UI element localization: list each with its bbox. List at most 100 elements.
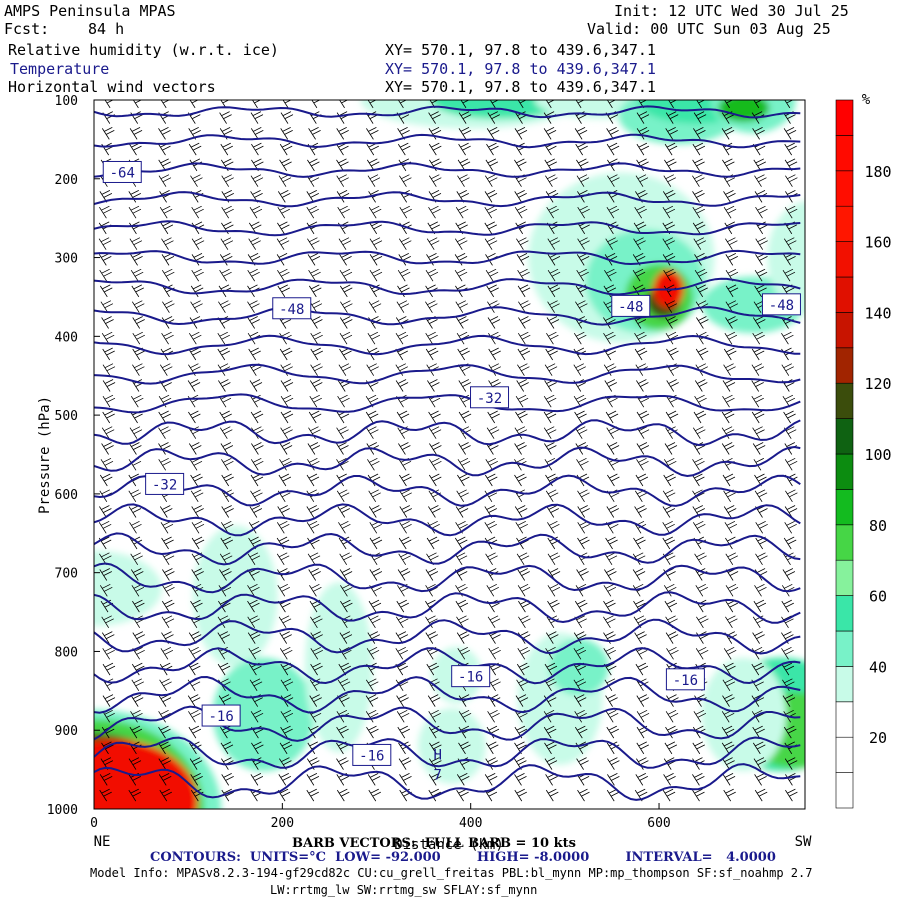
isotherm bbox=[94, 419, 801, 447]
y-tick-label: 700 bbox=[55, 567, 78, 582]
colorbar-tick-label: 20 bbox=[869, 729, 887, 747]
x-tick-label: 400 bbox=[459, 816, 482, 831]
isotherm bbox=[94, 591, 801, 624]
colorbar-tick-label: 160 bbox=[864, 234, 891, 252]
rh-region bbox=[304, 582, 373, 753]
isotherm bbox=[94, 474, 801, 507]
contour-label-box bbox=[470, 386, 510, 409]
contour-label: -48 bbox=[769, 298, 794, 314]
isotherm bbox=[94, 249, 801, 266]
isotherm bbox=[94, 133, 801, 149]
temperature-contours bbox=[94, 105, 801, 801]
wind-barb-column bbox=[336, 100, 353, 802]
contour-label-box bbox=[272, 297, 312, 320]
colorbar-segment bbox=[835, 701, 854, 738]
field-xy-temperature: XY= 570.1, 97.8 to 439.6,347.1 bbox=[385, 60, 656, 78]
contour-label-box bbox=[665, 668, 705, 691]
colorbar-segment bbox=[835, 772, 854, 809]
y-tick-label: 600 bbox=[55, 488, 78, 503]
model-info-2: LW:rrtmg_lw SW:rrtmg_sw SFLAY:sf_mynn bbox=[270, 883, 538, 897]
wind-barb-column bbox=[573, 100, 590, 802]
rh-region bbox=[701, 657, 787, 772]
model-title: AMPS Peninsula MPAS bbox=[4, 2, 176, 20]
colorbar-segment bbox=[835, 170, 854, 207]
contour-label: -16 bbox=[673, 673, 698, 689]
isotherm bbox=[94, 105, 801, 119]
y-tick-label: 800 bbox=[55, 645, 78, 660]
x-tick-label: 0 bbox=[90, 816, 98, 831]
isotherm bbox=[94, 306, 801, 326]
model-info: Model Info: MPASv8.2.3-194-gf29cd82c CU:… bbox=[90, 866, 813, 880]
colorbar-segment bbox=[835, 524, 854, 561]
contour-label: -48 bbox=[279, 302, 304, 318]
contour-label: -32 bbox=[477, 391, 502, 407]
colorbar-segment bbox=[835, 382, 854, 419]
colorbar-tick-label: 40 bbox=[869, 658, 887, 676]
field-name-wind: Horizontal wind vectors bbox=[8, 78, 216, 96]
contour-label: -64 bbox=[110, 165, 135, 181]
wind-barb-column bbox=[632, 100, 650, 802]
colorbar-unit: % bbox=[862, 92, 871, 108]
colorbar-segment bbox=[835, 347, 854, 384]
x-tick-label: 200 bbox=[271, 816, 294, 831]
field-xy-rh: XY= 570.1, 97.8 to 439.6,347.1 bbox=[385, 41, 656, 59]
colorbar-tick-label: 180 bbox=[864, 163, 891, 181]
colorbar-segment bbox=[835, 276, 854, 313]
high-marker-value: 7 bbox=[434, 767, 442, 783]
wind-barb-column bbox=[425, 100, 442, 802]
contour-label: -48 bbox=[618, 299, 643, 315]
wind-barb-column bbox=[721, 100, 739, 802]
isotherm bbox=[94, 736, 801, 769]
x-end-label-left: NE bbox=[94, 834, 111, 850]
contour-legend: CONTOURS: UNITS=°C LOW= -92.000 HIGH= -8… bbox=[150, 850, 776, 865]
colorbar-segment bbox=[835, 135, 854, 172]
high-marker: H bbox=[434, 747, 442, 763]
wind-barb-column bbox=[306, 100, 323, 802]
y-tick-label: 300 bbox=[55, 252, 78, 267]
contour-label-box bbox=[352, 743, 392, 766]
y-axis-label: Pressure (hPa) bbox=[37, 396, 53, 514]
isotherm bbox=[94, 647, 801, 685]
colorbar-segment bbox=[835, 736, 854, 773]
isotherm bbox=[94, 675, 801, 714]
colorbar-tick-label: 140 bbox=[864, 304, 891, 322]
colorbar-segment bbox=[835, 241, 854, 278]
forecast-label: Fcst: bbox=[4, 20, 50, 38]
rh-region bbox=[549, 638, 609, 696]
isotherm bbox=[94, 445, 801, 478]
forecast-value: 84 h bbox=[88, 20, 125, 38]
x-end-label-right: SW bbox=[795, 834, 812, 850]
colorbar-segment bbox=[835, 595, 854, 632]
contour-label: -16 bbox=[458, 670, 483, 686]
wind-barb-column bbox=[365, 100, 383, 802]
colorbar-segment bbox=[835, 205, 854, 242]
contour-label-box bbox=[451, 665, 491, 688]
contour-label: -16 bbox=[208, 709, 233, 725]
isotherm bbox=[94, 503, 801, 537]
wind-barb-column bbox=[158, 100, 175, 802]
y-tick-label: 100 bbox=[55, 94, 78, 109]
isotherm bbox=[94, 763, 801, 801]
field-name-rh: Relative humidity (w.r.t. ice) bbox=[8, 41, 279, 59]
x-tick-label: 600 bbox=[647, 816, 670, 831]
rh-region bbox=[94, 550, 162, 627]
colorbar-tick-label: 100 bbox=[864, 446, 891, 464]
init-time: Init: 12 UTC Wed 30 Jul 25 bbox=[614, 2, 849, 20]
colorbar-segment bbox=[835, 489, 854, 526]
contour-label: -32 bbox=[152, 477, 177, 493]
x-axis-label: Distance (km) bbox=[394, 837, 504, 853]
isotherm bbox=[94, 363, 801, 385]
colorbar-segment bbox=[835, 666, 854, 703]
barb-legend: BARB VECTORS: FULL BARB = 10 kts bbox=[292, 836, 576, 851]
wind-barb-column bbox=[187, 100, 205, 802]
y-tick-label: 200 bbox=[55, 173, 78, 188]
y-tick-label: 1000 bbox=[47, 803, 78, 818]
colorbar-segment bbox=[835, 99, 854, 136]
field-name-temperature: Temperature bbox=[10, 60, 110, 78]
rh-region bbox=[94, 739, 198, 809]
contour-label-box bbox=[145, 472, 185, 495]
colorbar-segment bbox=[835, 630, 854, 667]
isotherm bbox=[94, 220, 801, 237]
y-tick-label: 400 bbox=[55, 330, 78, 345]
